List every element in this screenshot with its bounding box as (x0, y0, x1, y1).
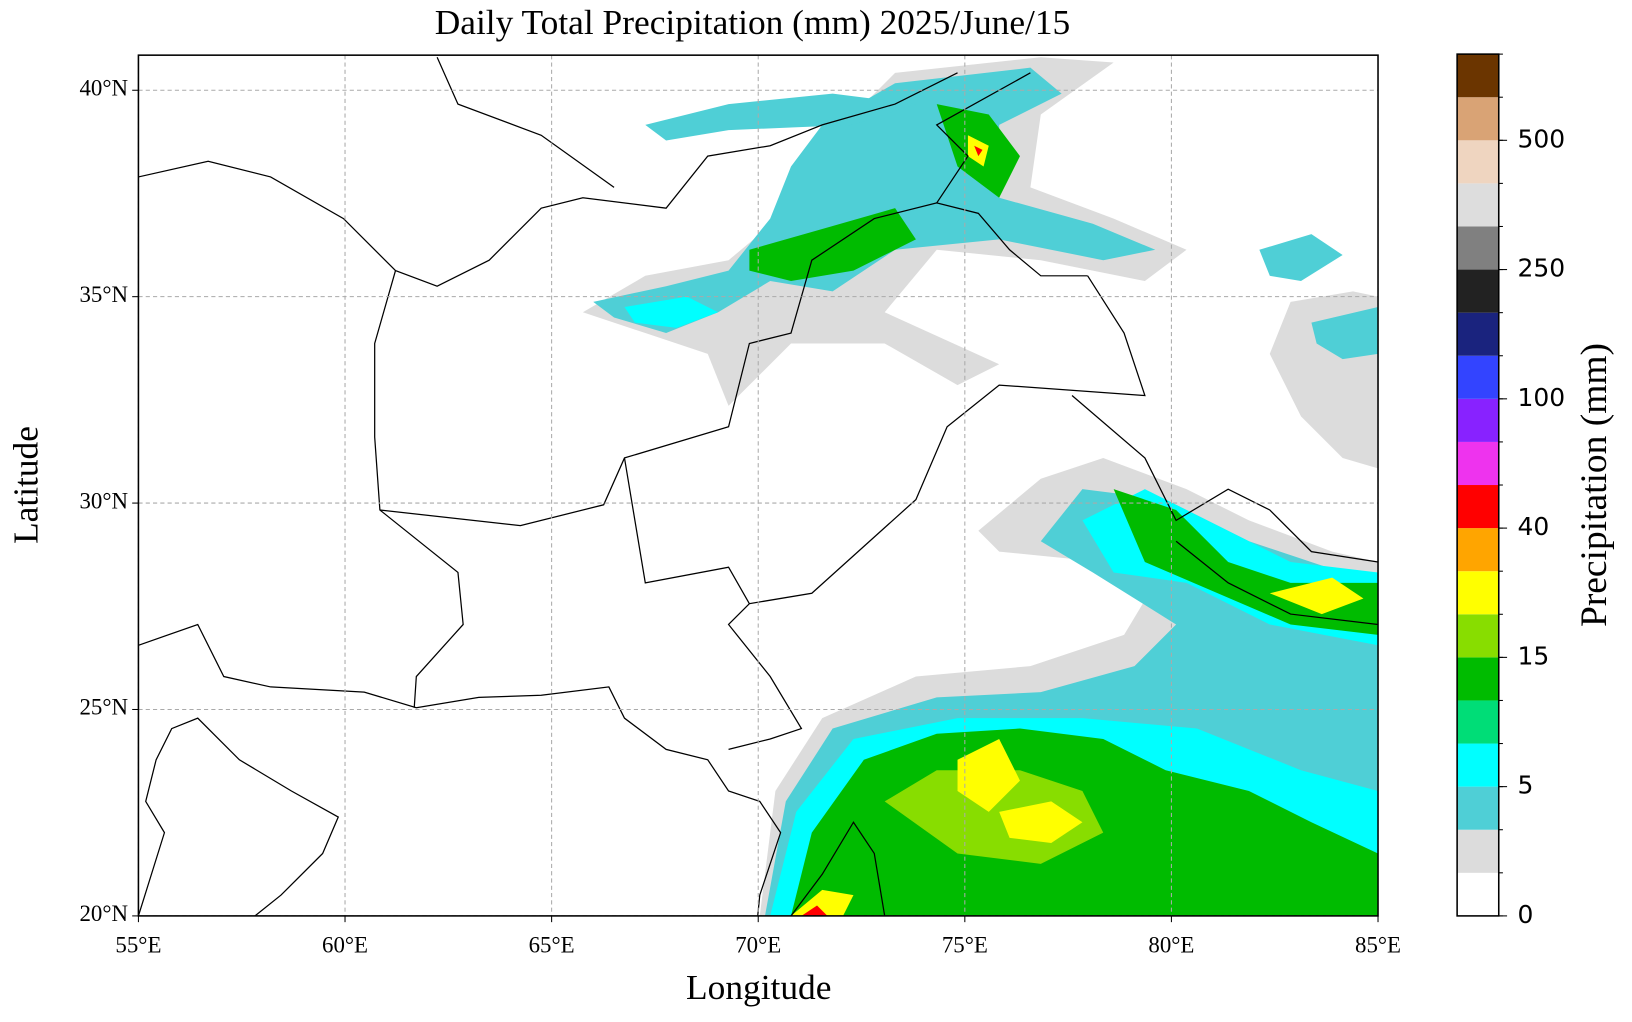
coastline (138, 623, 782, 916)
y-axis-label: Latitude (5, 426, 45, 544)
coastline (790, 821, 886, 916)
border (623, 457, 750, 604)
colorbar-segment (1457, 97, 1499, 141)
colorbar-segment (1457, 183, 1499, 227)
border (1071, 395, 1379, 563)
colorbar-segment (1457, 614, 1499, 658)
colorbar-tick-label: 100 (1517, 383, 1565, 412)
chart-title: Daily Total Precipitation (mm) 2025/June… (435, 2, 1071, 42)
boundaries (138, 56, 1379, 916)
colorbar-segment (1457, 829, 1499, 873)
precipitation-field (582, 57, 1379, 916)
colorbar-segment (1457, 786, 1499, 830)
colorbar-segment (1457, 398, 1499, 442)
border (935, 72, 1031, 204)
colorbar-tick-label: 250 (1517, 254, 1565, 283)
colorbar-tick-label: 0 (1517, 900, 1533, 929)
figure-root: Daily Total Precipitation (mm) 2025/June… (5, 2, 1615, 1007)
plot-frame (137, 54, 1379, 917)
colorbar-segment (1457, 312, 1499, 356)
x-tick-label: 85°E (1355, 932, 1401, 957)
colorbar-segment (1457, 355, 1499, 399)
x-tick-label: 60°E (322, 932, 368, 957)
border (374, 270, 464, 708)
x-tick-label: 80°E (1148, 932, 1194, 957)
y-tick-label: 40°N (79, 76, 128, 101)
x-tick-label: 55°E (115, 932, 161, 957)
colorbar-tick-label: 15 (1517, 641, 1549, 670)
y-tick-label: 35°N (79, 282, 128, 307)
y-tick-label: 30°N (79, 488, 128, 513)
colorbar-segment (1457, 872, 1499, 916)
coastline (138, 717, 340, 916)
colorbar-tick-label: 5 (1517, 771, 1533, 800)
colorbar: 0 5 15 40 100 250 500 Precipitation (mm) (1456, 53, 1615, 929)
x-tick-label: 75°E (942, 932, 988, 957)
colorbar-segment (1457, 140, 1499, 184)
border (1175, 540, 1379, 626)
colorbar-segment (1457, 528, 1499, 572)
colorbar-segment (1457, 743, 1499, 787)
colorbar-segment (1457, 441, 1499, 486)
x-tick-label: 70°E (735, 932, 781, 957)
y-tick-label: 25°N (79, 695, 128, 720)
colorbar-segment (1457, 700, 1499, 744)
x-axis-label: Longitude (686, 967, 831, 1007)
colorbar-tick-label: 500 (1517, 124, 1565, 153)
colorbar-label: Precipitation (mm) (1574, 343, 1615, 627)
colorbar-frame (1456, 53, 1500, 917)
x-tick-label: 65°E (529, 932, 575, 957)
map-area (138, 56, 1379, 916)
colorbar-segment (1457, 269, 1499, 313)
colorbar-tick-label: 40 (1517, 512, 1549, 541)
border (727, 275, 1146, 750)
border (138, 72, 958, 287)
colorbar-segment (1457, 657, 1499, 701)
colorbar-segment (1457, 226, 1499, 270)
colorbar-segment (1457, 54, 1499, 98)
colorbar-segment (1457, 485, 1499, 529)
y-tick-label: 20°N (79, 901, 128, 926)
border (436, 56, 615, 188)
colorbar-segment (1457, 571, 1499, 615)
